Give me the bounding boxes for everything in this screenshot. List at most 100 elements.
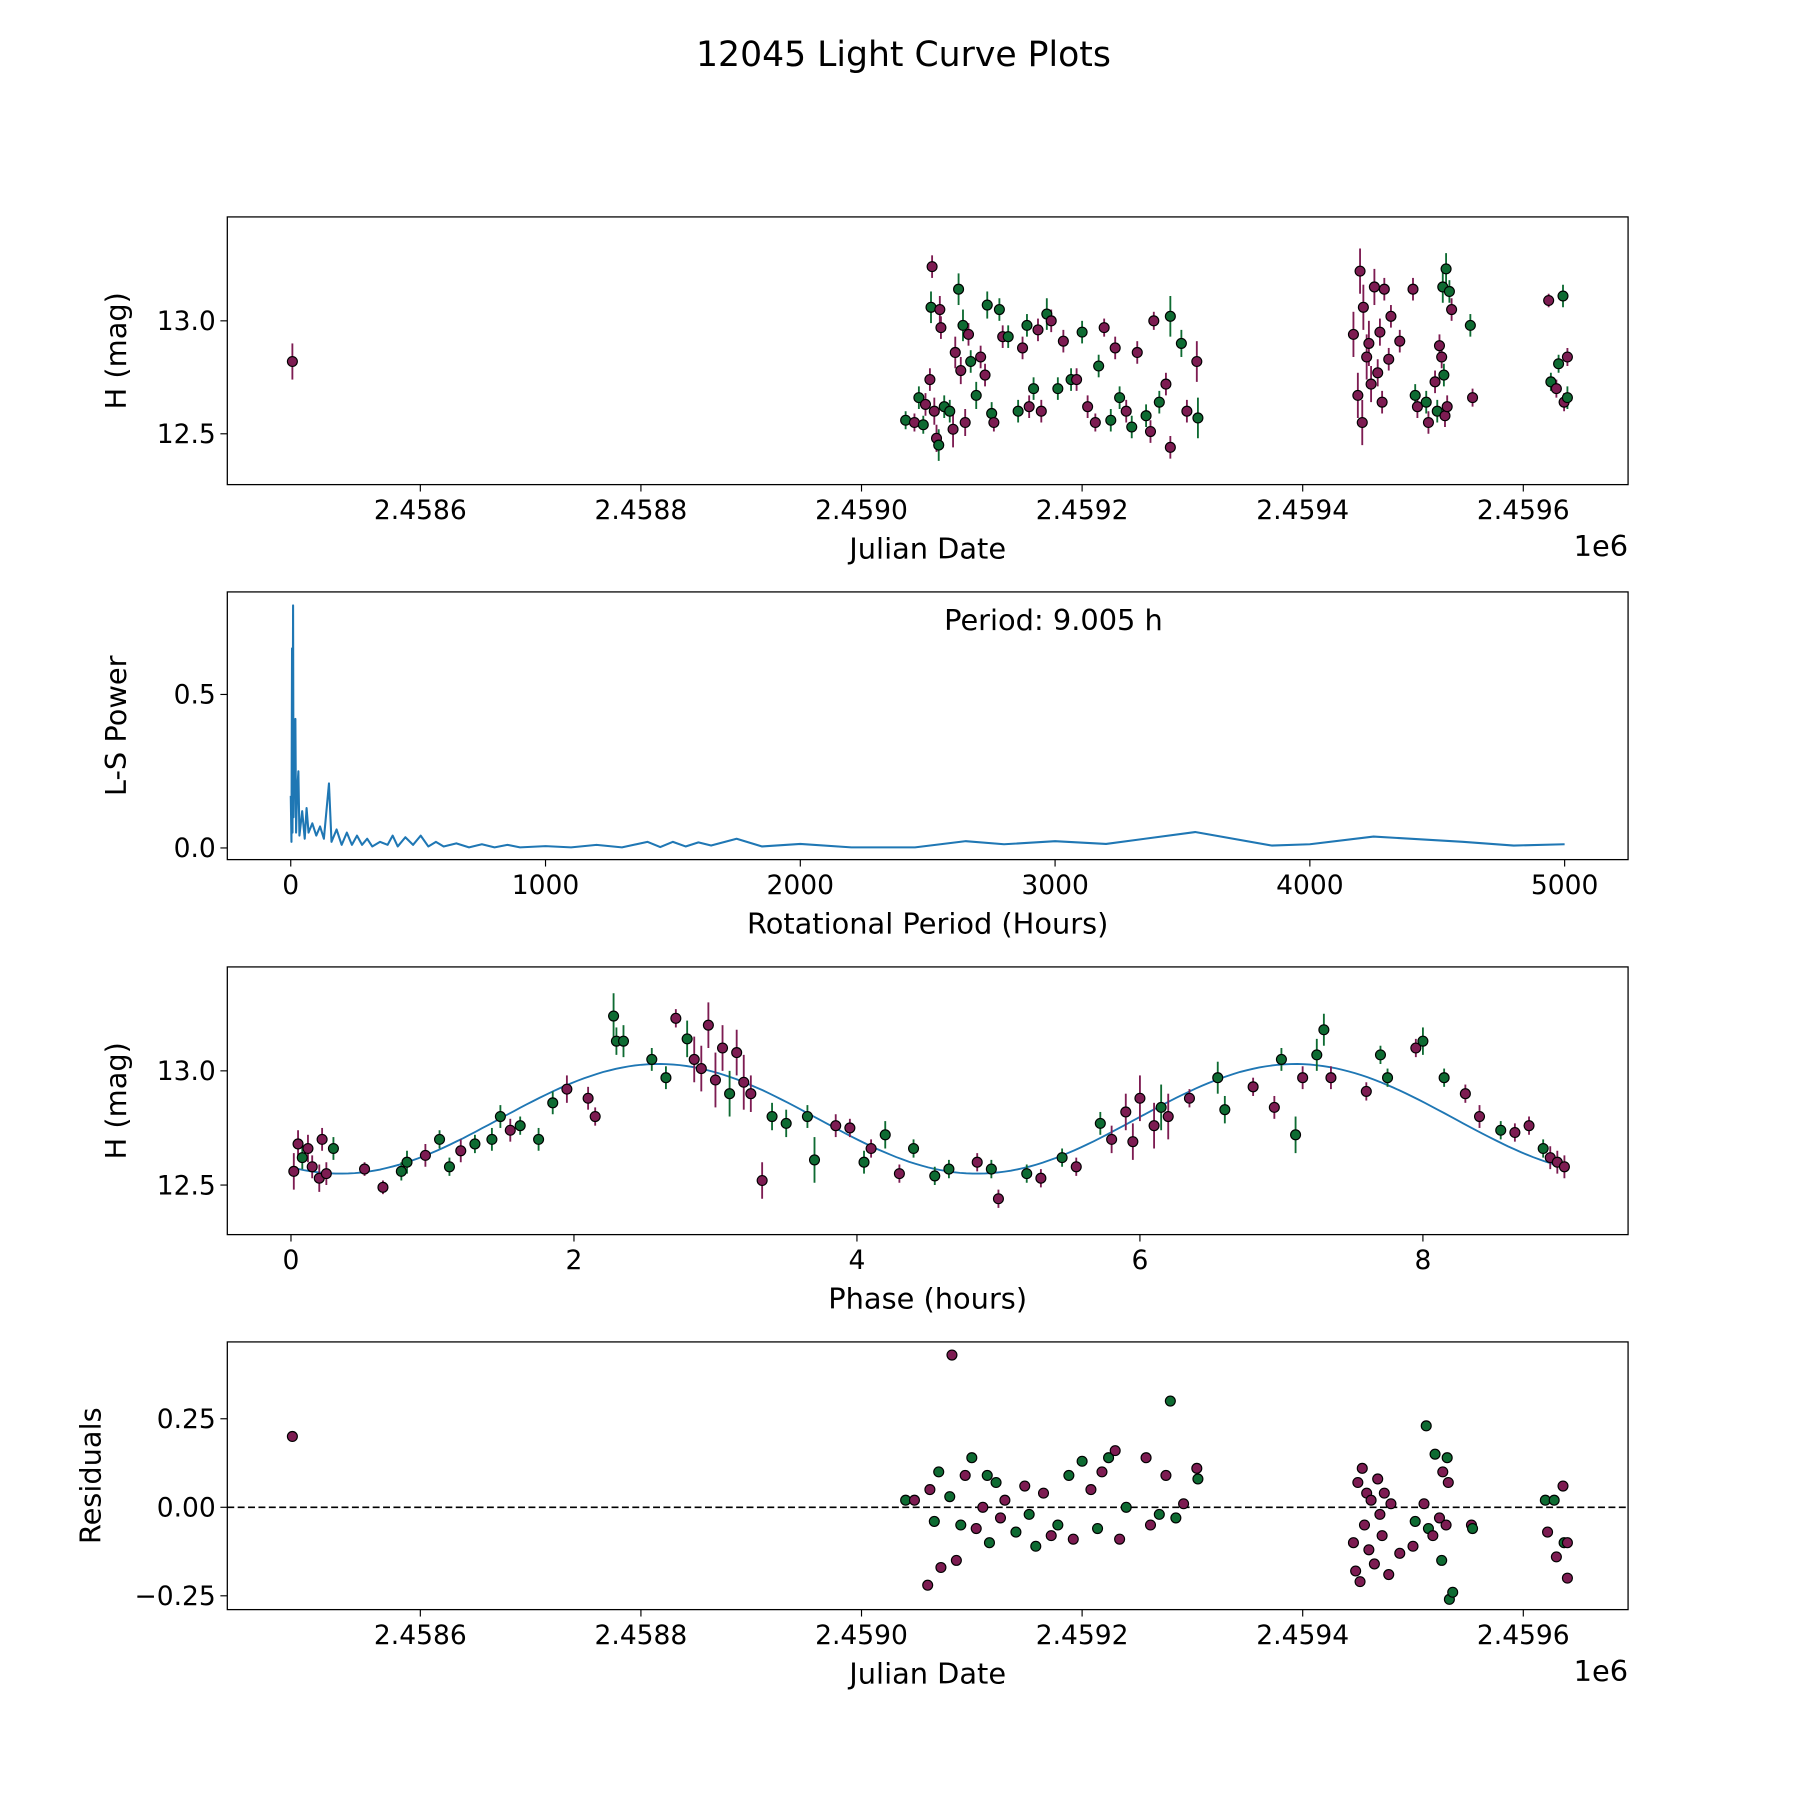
data-point <box>320 1168 332 1180</box>
data-point <box>292 1138 304 1150</box>
data-point <box>979 369 991 381</box>
plot-area <box>227 1349 1629 1605</box>
data-point <box>395 1165 407 1177</box>
data-point <box>1376 1530 1388 1542</box>
data-point <box>993 304 1005 316</box>
y-tick-label: 13.0 <box>157 306 216 337</box>
data-point <box>1467 392 1479 404</box>
data-point <box>946 1349 958 1361</box>
data-point <box>1290 1129 1302 1141</box>
data-point <box>1140 410 1152 422</box>
data-point <box>808 1154 821 1166</box>
data-point <box>959 1469 971 1481</box>
data-point <box>1385 310 1397 322</box>
data-point <box>1383 353 1395 365</box>
data-point <box>1056 1152 1068 1164</box>
data-point <box>1219 1104 1231 1116</box>
data-point <box>1467 1522 1479 1535</box>
data-point <box>1010 1526 1022 1538</box>
data-point <box>1440 1519 1452 1531</box>
x-tick-label: 2.4588 <box>595 1620 688 1651</box>
data-point <box>1561 351 1573 363</box>
data-point <box>1134 1092 1146 1104</box>
data-point <box>970 389 982 401</box>
data-point <box>1275 1053 1287 1065</box>
data-point <box>1103 1452 1115 1464</box>
data-point <box>957 319 969 331</box>
data-point <box>1368 1558 1380 1570</box>
data-point <box>988 416 1000 429</box>
data-point <box>913 392 925 404</box>
data-point <box>1443 285 1455 298</box>
data-point <box>1543 294 1555 307</box>
data-point <box>943 1163 955 1175</box>
y-tick-label: 0.25 <box>157 1404 216 1435</box>
data-point <box>469 1138 481 1150</box>
data-point <box>296 1152 308 1164</box>
axes-frame <box>226 966 1629 1236</box>
data-point <box>514 1120 526 1132</box>
x-tick-label: 2.4594 <box>1256 495 1349 526</box>
data-point <box>1394 1547 1406 1559</box>
data-point <box>801 1110 813 1123</box>
x-offset-text: 1e6 <box>1574 1654 1628 1688</box>
x-tick-label: 3000 <box>1021 870 1088 901</box>
data-point <box>1363 337 1375 349</box>
data-point <box>935 1561 947 1574</box>
data-point <box>780 1117 792 1129</box>
data-point <box>1175 337 1187 349</box>
figure-title: 12045 Light Curve Plots <box>696 35 1111 75</box>
data-point <box>1439 410 1451 422</box>
data-point <box>1212 1072 1224 1084</box>
data-point <box>1417 1035 1429 1047</box>
data-point <box>1394 335 1406 347</box>
data-point <box>1160 1469 1172 1481</box>
data-point <box>756 1174 768 1187</box>
data-point <box>1071 374 1083 386</box>
data-point <box>1002 331 1014 343</box>
data-point <box>1376 396 1388 408</box>
y-tick-label: 12.5 <box>157 1170 216 1201</box>
data-point <box>1191 355 1203 368</box>
data-point <box>434 1133 446 1145</box>
data-point <box>1140 1452 1152 1464</box>
data-point <box>1035 1172 1047 1184</box>
data-point <box>1440 263 1452 275</box>
data-point <box>1561 392 1573 404</box>
data-point <box>1438 369 1450 381</box>
data-point <box>1446 304 1458 316</box>
data-point <box>1409 389 1421 401</box>
data-point <box>724 1088 736 1100</box>
x-tick-label: 2.4592 <box>1036 495 1129 526</box>
data-point <box>1557 290 1569 302</box>
data-point <box>1085 1484 1097 1496</box>
data-point <box>1126 421 1138 433</box>
data-point <box>908 1142 920 1155</box>
x-axis-label: Rotational Period (Hours) <box>747 906 1108 940</box>
data-point <box>1360 1085 1372 1097</box>
data-point <box>1144 1519 1157 1531</box>
panel-periodogram: 0 1000 2000 3000 4000 5000 0.0 0.5 Rotational Pe… <box>99 591 1629 940</box>
data-point <box>1092 1522 1104 1535</box>
x-tick-label: 2 <box>566 1245 583 1276</box>
y-tick-label: 0.0 <box>174 833 216 864</box>
data-point <box>1105 414 1117 426</box>
data-point <box>953 283 965 295</box>
data-point <box>1561 1537 1573 1549</box>
data-point <box>1429 1448 1441 1460</box>
data-point <box>1410 1042 1422 1054</box>
plot-area <box>288 993 1570 1208</box>
data-point <box>1354 265 1366 277</box>
data-point <box>922 1579 934 1591</box>
data-point <box>1495 1124 1507 1136</box>
data-point <box>1420 396 1432 408</box>
data-point <box>844 1122 856 1134</box>
data-point <box>965 355 977 368</box>
data-point <box>1437 1466 1449 1478</box>
data-point <box>1447 1586 1459 1598</box>
data-point <box>1148 1120 1160 1132</box>
x-tick-label: 2.4594 <box>1256 1620 1349 1651</box>
data-point <box>1030 1540 1042 1552</box>
data-point <box>1191 1462 1203 1474</box>
